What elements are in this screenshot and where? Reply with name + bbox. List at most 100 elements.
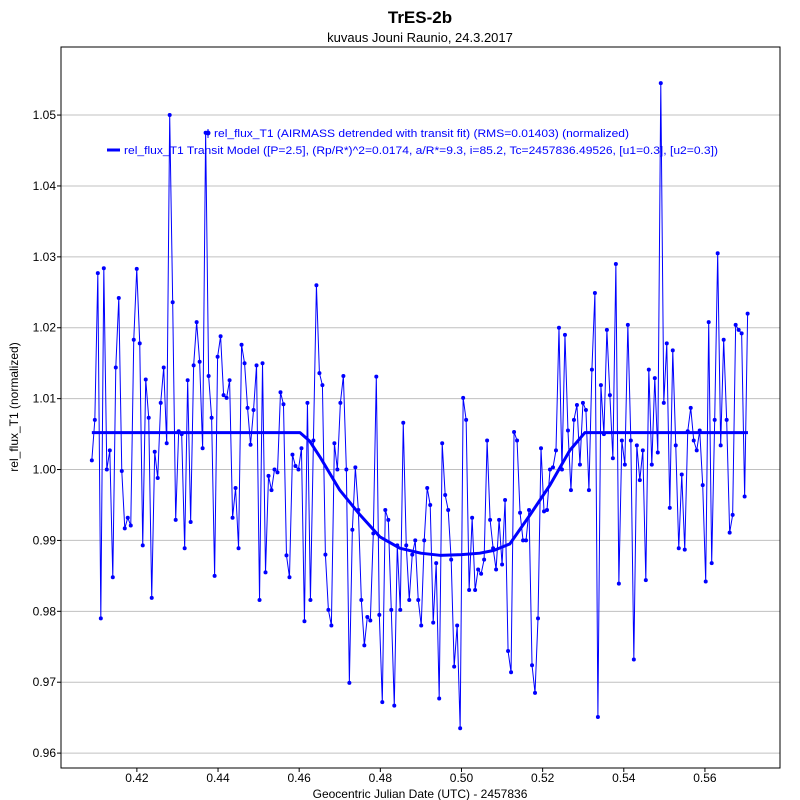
data-point bbox=[158, 400, 163, 405]
data-point bbox=[374, 374, 379, 379]
data-point bbox=[233, 485, 238, 490]
x-axis-label: Geocentric Julian Date (UTC) - 2457836 bbox=[313, 787, 528, 800]
data-point bbox=[455, 623, 460, 628]
data-point bbox=[539, 446, 544, 451]
data-point bbox=[347, 680, 352, 685]
data-point bbox=[733, 322, 738, 327]
data-point bbox=[191, 363, 196, 368]
data-point bbox=[344, 467, 349, 472]
data-point bbox=[320, 383, 325, 388]
data-point bbox=[664, 341, 669, 346]
data-point bbox=[512, 429, 517, 434]
legend-model-label: rel_flux_T1 Transit Model ([P=2.5], (Rp/… bbox=[124, 145, 718, 157]
data-point bbox=[248, 442, 253, 447]
data-point bbox=[709, 561, 714, 566]
data-point bbox=[518, 510, 523, 515]
data-point bbox=[682, 547, 687, 552]
y-tick-label: 0.99 bbox=[33, 533, 57, 547]
data-point bbox=[613, 261, 618, 266]
data-point bbox=[311, 438, 316, 443]
data-point bbox=[730, 512, 735, 517]
data-point bbox=[431, 620, 436, 625]
y-tick-label: 0.96 bbox=[33, 746, 57, 760]
data-point bbox=[521, 538, 526, 543]
data-point bbox=[721, 337, 726, 342]
data-point bbox=[544, 507, 549, 512]
data-point bbox=[434, 561, 439, 566]
data-point bbox=[89, 458, 94, 463]
data-point bbox=[239, 342, 244, 347]
data-point bbox=[197, 359, 202, 364]
data-point bbox=[188, 519, 193, 524]
data-point bbox=[359, 597, 364, 602]
data-point bbox=[260, 361, 265, 366]
data-point bbox=[571, 417, 576, 422]
y-tick-label: 1.04 bbox=[33, 179, 57, 193]
data-point bbox=[146, 415, 151, 420]
data-point bbox=[383, 507, 388, 512]
data-point bbox=[700, 483, 705, 488]
data-point bbox=[440, 441, 445, 446]
data-point bbox=[287, 575, 292, 580]
data-point bbox=[329, 623, 334, 628]
data-point bbox=[628, 438, 633, 443]
data-point bbox=[727, 530, 732, 535]
data-point bbox=[137, 341, 142, 346]
data-point bbox=[676, 546, 681, 551]
data-point bbox=[655, 450, 660, 455]
y-axis-ticks: 0.96 0.97 0.98 0.99 1.00 1.01 1.02 1.03 1.04 1.05 bbox=[33, 108, 61, 760]
model-line bbox=[91, 431, 748, 557]
data-point bbox=[580, 400, 585, 405]
y-tick-label: 1.01 bbox=[33, 392, 57, 406]
data-point bbox=[640, 448, 645, 453]
data-point bbox=[536, 616, 541, 621]
data-point bbox=[712, 417, 717, 422]
data-point bbox=[284, 553, 289, 558]
data-point bbox=[413, 538, 418, 543]
data-point bbox=[368, 618, 373, 623]
data-point bbox=[140, 543, 145, 548]
data-point bbox=[272, 467, 277, 472]
data-point bbox=[149, 595, 154, 600]
x-tick-label: 0.46 bbox=[287, 771, 311, 785]
data-point bbox=[470, 515, 475, 520]
data-point bbox=[308, 597, 313, 602]
legend-data-marker bbox=[205, 130, 211, 136]
y-axis-label: rel_flux_T1 (normalized) bbox=[7, 342, 21, 471]
data-point bbox=[110, 575, 115, 580]
data-point bbox=[577, 462, 582, 467]
data-point bbox=[227, 378, 232, 383]
y-tick-label: 0.97 bbox=[33, 675, 57, 689]
data-point bbox=[119, 468, 124, 473]
data-point bbox=[643, 578, 648, 583]
legend-data-label: rel_flux_T1 (AIRMASS detrended with tran… bbox=[214, 128, 629, 140]
data-point bbox=[155, 476, 160, 481]
chart-title: TrES-2b bbox=[388, 8, 452, 27]
data-point bbox=[113, 365, 118, 370]
data-point bbox=[314, 283, 319, 288]
data-point bbox=[739, 331, 744, 336]
data-point bbox=[242, 361, 247, 366]
data-point bbox=[182, 546, 187, 551]
data-point bbox=[574, 403, 579, 408]
data-point bbox=[446, 507, 451, 512]
data-point bbox=[92, 417, 97, 422]
model-series bbox=[91, 431, 748, 557]
data-point bbox=[565, 428, 570, 433]
data-point bbox=[688, 405, 693, 410]
data-point bbox=[251, 407, 256, 412]
x-tick-label: 0.52 bbox=[531, 771, 555, 785]
data-point bbox=[410, 552, 415, 557]
data-point bbox=[299, 446, 304, 451]
data-point bbox=[610, 456, 615, 461]
data-point bbox=[296, 467, 301, 472]
data-point bbox=[506, 649, 511, 654]
data-point bbox=[125, 515, 130, 520]
data-point bbox=[485, 438, 490, 443]
data-point bbox=[266, 473, 271, 478]
y-tick-label: 1.00 bbox=[33, 463, 57, 477]
data-point bbox=[245, 405, 250, 410]
data-point bbox=[694, 448, 699, 453]
data-point bbox=[404, 543, 409, 548]
